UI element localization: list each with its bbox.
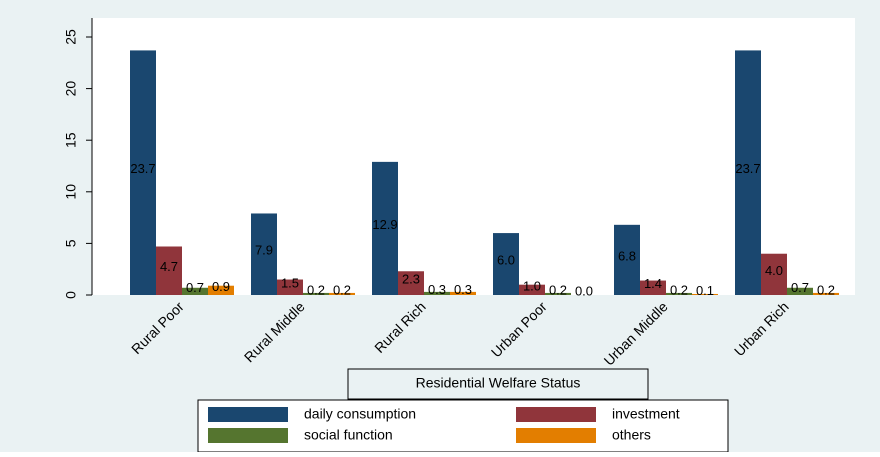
bar <box>545 292 571 295</box>
value-label: 0.3 <box>454 282 472 297</box>
bar <box>450 291 476 295</box>
bar <box>692 293 718 295</box>
value-label: 0.2 <box>670 282 688 297</box>
bar <box>156 246 182 295</box>
value-label: 0.7 <box>186 280 204 295</box>
legend-label: social function <box>304 427 393 443</box>
value-label: 1.4 <box>644 276 662 291</box>
legend-label: others <box>612 427 651 443</box>
x-axis-title: Residential Welfare Status <box>416 375 581 391</box>
value-label: 23.7 <box>130 161 155 176</box>
y-tick-label: 10 <box>63 184 79 200</box>
plot-area <box>92 18 855 295</box>
legend-swatch <box>208 407 288 422</box>
y-tick-label: 20 <box>63 81 79 97</box>
value-label: 0.9 <box>212 279 230 294</box>
y-tick-label: 15 <box>63 132 79 148</box>
y-tick-label: 0 <box>63 291 79 299</box>
bar <box>372 161 398 295</box>
value-label: 6.0 <box>497 252 515 267</box>
value-label: 7.9 <box>255 243 273 258</box>
value-label: 0.7 <box>791 280 809 295</box>
bar <box>735 50 761 295</box>
value-label: 1.0 <box>523 278 541 293</box>
bar <box>640 280 666 295</box>
bar <box>182 287 208 295</box>
legend-label: daily consumption <box>304 406 416 422</box>
value-label: 0.0 <box>575 283 593 298</box>
x-title-box <box>347 368 649 400</box>
bar <box>424 291 450 295</box>
value-label: 6.8 <box>618 248 636 263</box>
y-tick-label: 25 <box>63 29 79 45</box>
value-label: 0.3 <box>428 282 446 297</box>
value-label: 23.7 <box>735 161 760 176</box>
value-label: 4.7 <box>160 259 178 274</box>
value-label: 0.2 <box>549 282 567 297</box>
bar <box>493 233 519 295</box>
value-label: 4.0 <box>765 263 783 278</box>
value-label: 2.3 <box>402 272 420 287</box>
bar <box>519 284 545 295</box>
bar <box>251 213 277 295</box>
bar <box>303 292 329 295</box>
bar <box>761 253 787 295</box>
value-label: 1.5 <box>281 276 299 291</box>
bar <box>787 287 813 295</box>
y-tick-label: 5 <box>63 239 79 247</box>
bar <box>208 285 234 295</box>
bar <box>398 271 424 295</box>
bar <box>277 279 303 295</box>
bar <box>130 50 156 295</box>
legend-swatch <box>516 428 596 443</box>
bar <box>666 292 692 295</box>
value-label: 12.9 <box>372 217 397 232</box>
value-label: 0.2 <box>817 282 835 297</box>
bar <box>329 292 355 295</box>
value-label: 0.2 <box>333 282 351 297</box>
bar <box>614 224 640 295</box>
value-label: 0.1 <box>696 283 714 298</box>
legend-swatch <box>516 407 596 422</box>
bar <box>813 292 839 295</box>
legend-label: investment <box>612 406 680 422</box>
legend-swatch <box>208 428 288 443</box>
value-label: 0.2 <box>307 282 325 297</box>
